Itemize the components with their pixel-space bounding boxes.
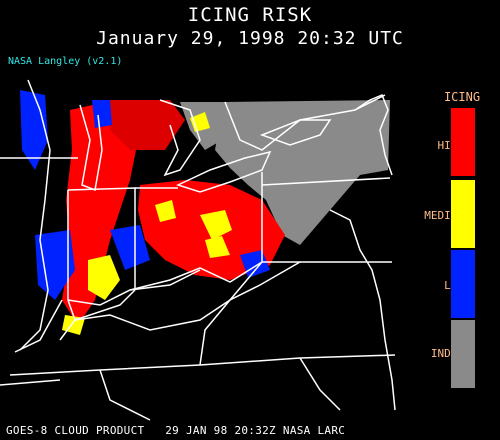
border-5 <box>261 172 392 263</box>
map-subtitle: January 29, 1998 20:32 UTC <box>96 28 404 49</box>
icing-map <box>0 79 396 421</box>
border-10 <box>199 261 301 366</box>
medium-region-3 <box>155 200 176 222</box>
legend-swatch-low <box>451 250 475 318</box>
border-15 <box>299 357 341 411</box>
low-region-1 <box>20 90 48 170</box>
map-title: ICING RISK <box>187 4 313 26</box>
legend-swatch-medium <box>451 180 475 248</box>
medium-region-2 <box>200 210 232 240</box>
border-14 <box>99 369 151 421</box>
legend-swatch-high <box>451 108 475 176</box>
low-region-3 <box>110 225 150 270</box>
low-region-2 <box>35 230 75 300</box>
river-west <box>19 79 51 351</box>
legend-title: ICING <box>443 90 481 104</box>
high-region-north <box>105 100 185 150</box>
medium-region-4 <box>205 236 230 258</box>
border-9 <box>9 354 396 376</box>
lake-erie <box>175 150 272 193</box>
border-7 <box>129 261 263 291</box>
state-boundaries <box>0 79 396 421</box>
coastline-ne <box>354 94 393 176</box>
lake-ontario <box>259 119 332 146</box>
lake-michigan <box>79 104 103 192</box>
icing-risk-fields <box>20 90 390 335</box>
river-ohio <box>67 269 201 306</box>
coastline-east <box>329 209 396 411</box>
version-label: NASA Langley (v2.1) <box>8 56 123 67</box>
border-16 <box>0 379 61 386</box>
low-region-4 <box>92 100 112 128</box>
footer-caption: GOES-8 CLOUD PRODUCT 29 JAN 98 20:32Z NA… <box>6 424 346 437</box>
border-12 <box>14 299 63 353</box>
medium-region-1 <box>88 255 120 300</box>
border-13 <box>74 289 136 321</box>
legend-swatch-indet <box>451 320 475 388</box>
border-8 <box>74 261 263 331</box>
indet-region <box>215 100 390 245</box>
high-region-west <box>62 100 140 325</box>
lake-huron <box>159 99 201 177</box>
border-6 <box>261 177 391 186</box>
